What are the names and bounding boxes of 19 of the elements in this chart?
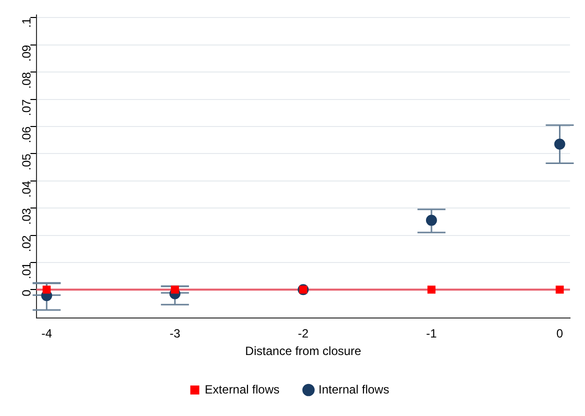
y-tick-label: .07	[20, 98, 34, 116]
x-tick-label: 0	[556, 326, 564, 341]
y-tick-label: .09	[20, 44, 34, 62]
y-tick-label: .06	[20, 126, 34, 144]
y-tick-label: .02	[20, 234, 34, 252]
x-tick-label: -4	[41, 326, 52, 341]
y-tick-label: .04	[20, 180, 34, 198]
x-axis-title: Distance from closure	[245, 344, 362, 358]
x-tick-label: -3	[170, 326, 181, 341]
y-tick-label: .05	[20, 153, 34, 170]
y-tick-label: .01	[20, 262, 34, 280]
x-tick-label: -2	[298, 326, 309, 341]
y-tick-label: 0	[20, 289, 34, 296]
x-tick-label: -1	[426, 326, 438, 341]
legend-label: Internal flows	[318, 382, 390, 396]
legend-label: External flows	[204, 382, 280, 396]
y-tick-label: .08	[20, 72, 34, 89]
y-tick-label: .1	[20, 17, 34, 28]
y-tick-label: .03	[20, 208, 34, 225]
